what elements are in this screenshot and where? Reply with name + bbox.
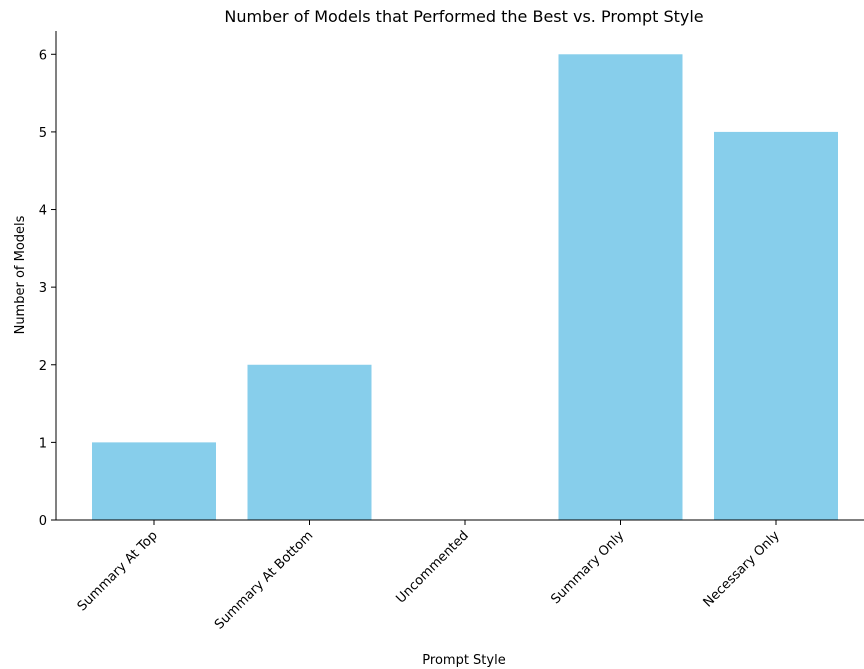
- axes-group: [55, 31, 864, 521]
- x-tick-label: Summary Only: [548, 528, 627, 607]
- y-tick-label: 1: [39, 436, 47, 451]
- bar-summary-only: [558, 54, 683, 521]
- y-tick-label: 4: [39, 204, 47, 219]
- bar-summary-at-top: [92, 442, 216, 520]
- x-axis-label: Prompt Style: [422, 653, 505, 668]
- x-tick-label: Summary At Bottom: [212, 528, 316, 632]
- y-tick-label: 2: [39, 359, 47, 374]
- chart-title: Number of Models that Performed the Best…: [224, 7, 703, 26]
- bars-group: [92, 54, 838, 521]
- y-tick-label: 5: [39, 126, 47, 141]
- y-tick-label: 0: [39, 514, 47, 529]
- y-tick-label: 6: [39, 48, 47, 63]
- y-ticks-group: 0 1 2 3 4 5 6: [39, 48, 56, 529]
- x-tick-label: Summary At Top: [75, 528, 161, 614]
- bar-necessary-only: [714, 131, 838, 520]
- x-tick-label: Uncommented: [393, 528, 471, 606]
- x-tick-label: Necessary Only: [701, 528, 783, 610]
- x-ticks-group: Summary At Top Summary At Bottom Uncomment…: [75, 520, 783, 633]
- y-tick-label: 3: [39, 281, 47, 296]
- bar-summary-at-bottom: [247, 364, 372, 520]
- y-axis-label: Number of Models: [13, 215, 28, 334]
